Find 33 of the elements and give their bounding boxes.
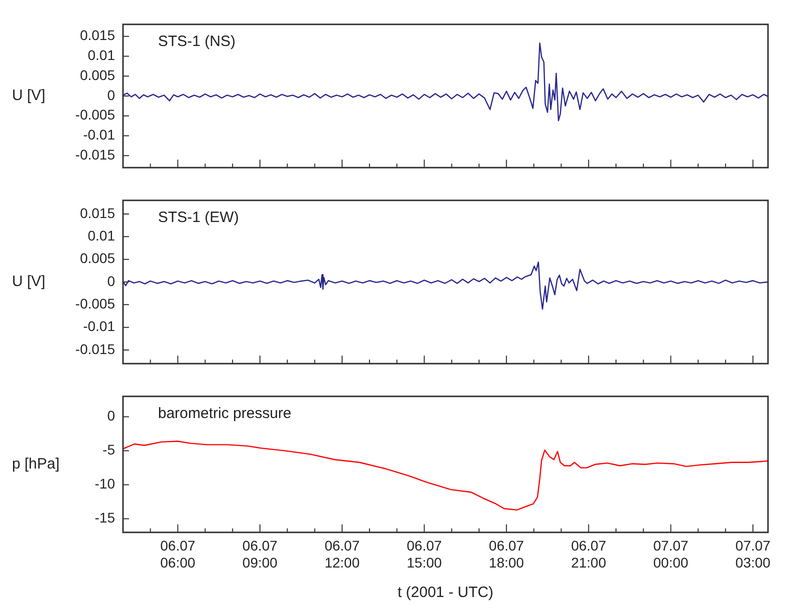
y-tick-label: -10 <box>94 476 116 492</box>
y-tick-label: 0.01 <box>88 47 116 64</box>
y-tick-label: 0.01 <box>88 228 116 244</box>
x-tick-label: 06.07 18:00 <box>488 538 524 570</box>
x-tick-label: 06.07 21:00 <box>571 538 606 570</box>
x-tick-label: 06.07 09:00 <box>242 538 278 570</box>
y-tick-label: 0 <box>107 272 116 289</box>
y-tick-label: 0.005 <box>80 66 116 83</box>
y-axis-title: U [V] <box>12 87 46 104</box>
y-tick-label: 0 <box>107 86 116 103</box>
y-tick-label: -0.005 <box>75 296 116 312</box>
x-axis-title: t (2001 - UTC) <box>398 584 494 602</box>
x-tick-label: 06.07 15:00 <box>406 538 442 570</box>
y-tick-label: 0 <box>107 408 116 424</box>
y-tick-label: -0.01 <box>83 318 116 334</box>
text: STS-1 (EW) <box>158 209 239 226</box>
x-tick-label: 07.07 00:00 <box>653 538 688 570</box>
y-tick-label: -5 <box>102 442 116 458</box>
y-tick-label: -0.015 <box>75 340 116 357</box>
x-tick-label: 06.07 06:00 <box>160 538 196 570</box>
y-tick-label: 0.015 <box>80 27 116 44</box>
x-tick-label: 07.07 03:00 <box>735 538 771 570</box>
y-tick-label: -0.01 <box>83 126 116 143</box>
y-tick-label: 0.015 <box>80 204 116 221</box>
text: STS-1 (NS) <box>158 33 236 50</box>
series-label: barometric pressure <box>158 405 292 422</box>
y-tick-label: -0.015 <box>75 146 116 163</box>
y-axis-title: U [V] <box>12 273 46 290</box>
y-tick-label: -0.005 <box>75 106 116 123</box>
y-tick-label: 0.005 <box>80 250 116 266</box>
y-tick-label: -15 <box>94 510 116 526</box>
y-axis-title: p [hPa] <box>12 456 60 473</box>
x-tick-label: 06.07 12:00 <box>324 538 360 570</box>
